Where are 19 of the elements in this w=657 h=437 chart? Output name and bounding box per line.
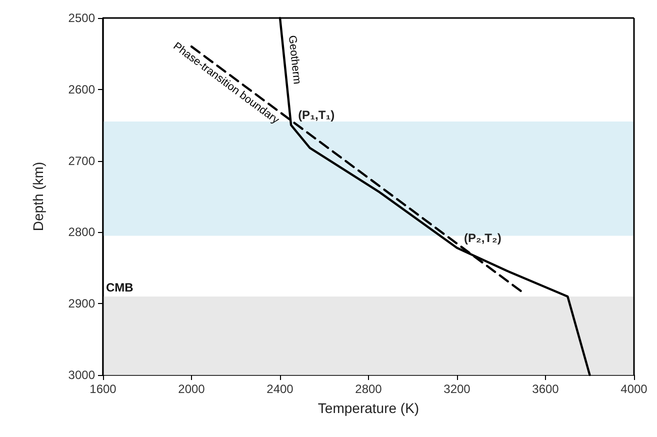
x-tick-label: 1600 bbox=[90, 382, 117, 396]
x-tick-label: 4000 bbox=[620, 382, 648, 396]
y-tick-label: 2600 bbox=[68, 82, 96, 96]
x-tick-label: 2400 bbox=[266, 382, 294, 396]
y-tick-label: 2700 bbox=[68, 154, 96, 168]
x-tick-label: 3600 bbox=[532, 382, 560, 396]
y-tick-label: 2500 bbox=[68, 11, 96, 25]
x-axis-title: Temperature (K) bbox=[318, 400, 420, 416]
y-tick-label: 2900 bbox=[68, 296, 96, 311]
x-tick-label: 2800 bbox=[355, 382, 382, 396]
band-label: CMB bbox=[106, 280, 134, 294]
y-axis-title: Depth (km) bbox=[30, 162, 46, 232]
y-tick-label: 3000 bbox=[68, 368, 96, 382]
text: Geotherm bbox=[286, 34, 303, 85]
x-tick-label: 3200 bbox=[444, 382, 471, 396]
annotation: (P₁,T₁) bbox=[298, 108, 335, 122]
x-tick-label: 2000 bbox=[178, 382, 206, 396]
y-tick-label: 2800 bbox=[68, 225, 96, 240]
annotation: (P₂,T₂) bbox=[464, 230, 502, 245]
